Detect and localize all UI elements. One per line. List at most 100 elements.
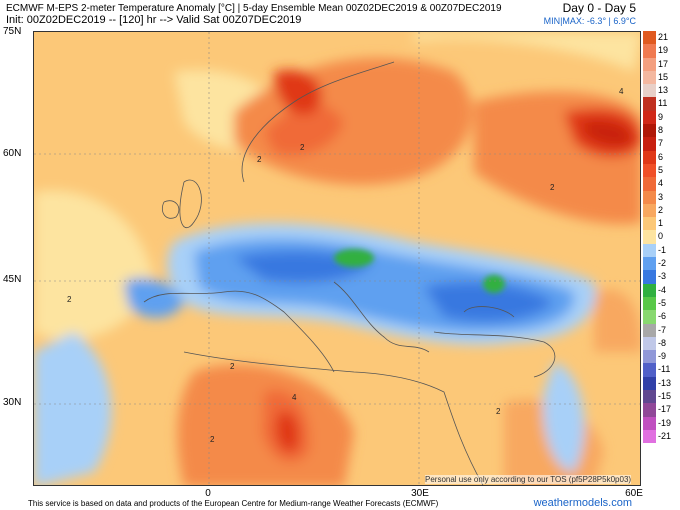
legend-label: -9 xyxy=(658,351,667,362)
graticule xyxy=(34,32,640,485)
legend-label: -3 xyxy=(658,271,667,282)
legend-label: 4 xyxy=(658,178,664,189)
contour-label: 2 xyxy=(300,143,305,152)
legend-item: 7 xyxy=(643,137,680,151)
legend-label: 6 xyxy=(658,151,664,162)
contour-label: 2 xyxy=(230,362,235,371)
contour-label: 2 xyxy=(210,435,215,444)
map-canvas: 2 2 4 2 2 2 2 4 2 xyxy=(34,32,640,485)
legend-swatch xyxy=(643,44,656,58)
contour-label: 2 xyxy=(550,183,555,192)
legend-label: 7 xyxy=(658,138,664,149)
anomaly-shading xyxy=(34,32,640,485)
coastlines xyxy=(143,61,556,485)
legend-item: -19 xyxy=(643,416,680,430)
legend-label: -6 xyxy=(658,311,667,322)
legend-label: 1 xyxy=(658,218,664,229)
legend-swatch xyxy=(643,376,656,391)
legend-label: 19 xyxy=(658,45,669,56)
legend-label: -2 xyxy=(658,258,667,269)
legend-label: 17 xyxy=(658,58,669,69)
legend-label: -13 xyxy=(658,377,672,388)
legend-label: 8 xyxy=(658,125,664,136)
lat-label-30n: 30N xyxy=(3,397,22,408)
legend-label: 0 xyxy=(658,231,664,242)
legend-item: -7 xyxy=(643,323,680,337)
legend-item: 9 xyxy=(643,110,680,125)
legend-item: -17 xyxy=(643,403,680,417)
legend-item: 6 xyxy=(643,150,680,164)
legend-label: 21 xyxy=(658,32,669,42)
legend-item: -11 xyxy=(643,363,680,377)
legend-item: -1 xyxy=(643,243,680,258)
legend-swatch xyxy=(643,31,656,45)
legend-label: -15 xyxy=(658,391,672,402)
lon-label-0: 0 xyxy=(205,488,211,499)
legend-swatch xyxy=(643,190,656,204)
legend-swatch xyxy=(643,336,656,351)
legend-item: 3 xyxy=(643,190,680,204)
legend-swatch xyxy=(643,429,656,444)
legend-label: -4 xyxy=(658,284,667,295)
legend-swatch xyxy=(643,323,656,337)
lat-label-45n: 45N xyxy=(3,274,22,285)
legend-label: 9 xyxy=(658,111,664,122)
legend-item: -9 xyxy=(643,350,680,364)
legend-label: -7 xyxy=(658,324,667,335)
lat-label-60n: 60N xyxy=(3,148,22,159)
legend-swatch xyxy=(643,163,656,178)
legend-swatch xyxy=(643,84,656,98)
legend-item: -2 xyxy=(643,257,680,271)
legend-swatch xyxy=(643,416,656,430)
legend-swatch xyxy=(643,296,656,311)
ecmwf-credit: This service is based on data and produc… xyxy=(28,499,439,508)
legend-label: 2 xyxy=(658,204,664,215)
legend-label: -8 xyxy=(658,337,667,348)
legend-item: 0 xyxy=(643,230,680,244)
legend-item: 21 xyxy=(643,31,680,45)
legend-swatch xyxy=(643,97,656,111)
legend-swatch xyxy=(643,270,656,284)
legend-swatch xyxy=(643,110,656,125)
lon-label-60e: 60E xyxy=(625,488,643,499)
init-valid-line: Init: 00Z02DEC2019 -- [120] hr --> Valid… xyxy=(6,14,302,26)
legend-label: -21 xyxy=(658,430,672,441)
min-max-readout: MIN|MAX: -6.3° | 6.9°C xyxy=(543,16,636,26)
brand-link[interactable]: weathermodels.com xyxy=(533,497,632,509)
legend-item: 15 xyxy=(643,70,680,85)
legend-swatch xyxy=(643,403,656,417)
legend-swatch xyxy=(643,217,656,231)
legend-item: -5 xyxy=(643,296,680,311)
day-range: Day 0 - Day 5 xyxy=(562,1,636,15)
legend-item: 13 xyxy=(643,84,680,98)
legend-swatch xyxy=(643,363,656,377)
legend-item: -4 xyxy=(643,283,680,297)
legend-label: -11 xyxy=(658,364,671,375)
contour-label: 4 xyxy=(292,393,297,402)
legend-item: -21 xyxy=(643,429,680,444)
legend-label: 3 xyxy=(658,191,664,202)
legend-swatch xyxy=(643,230,656,244)
legend-item: 17 xyxy=(643,57,680,71)
contour-label: 4 xyxy=(619,87,624,96)
legend-item: 5 xyxy=(643,163,680,178)
map-title: ECMWF M-EPS 2-meter Temperature Anomaly … xyxy=(6,3,502,14)
contour-label: 2 xyxy=(67,295,72,304)
legend-swatch xyxy=(643,257,656,271)
legend-swatch xyxy=(643,243,656,258)
legend-swatch xyxy=(643,390,656,404)
legend-swatch xyxy=(643,137,656,151)
temperature-anomaly-map: 2 2 4 2 2 2 2 4 2 Personal use only acco… xyxy=(33,31,641,486)
legend-label: 11 xyxy=(658,98,668,109)
contour-label: 2 xyxy=(257,155,262,164)
tos-notice: Personal use only according to our TOS (… xyxy=(425,475,632,484)
legend-swatch xyxy=(643,203,656,218)
lat-label-75n: 75N xyxy=(3,26,22,37)
legend-item: 2 xyxy=(643,203,680,218)
legend-item: 11 xyxy=(643,97,680,111)
cold-cores xyxy=(334,249,505,293)
legend-label: 5 xyxy=(658,164,664,175)
color-scale-legend: 21 19 17 15 13 11 9 8 7 6 5 4 3 2 1 0 -1 -2 -3 -4 -5 -6 -7 -8 -9… xyxy=(643,31,680,444)
legend-label: -5 xyxy=(658,297,667,308)
legend-item: 4 xyxy=(643,177,680,191)
